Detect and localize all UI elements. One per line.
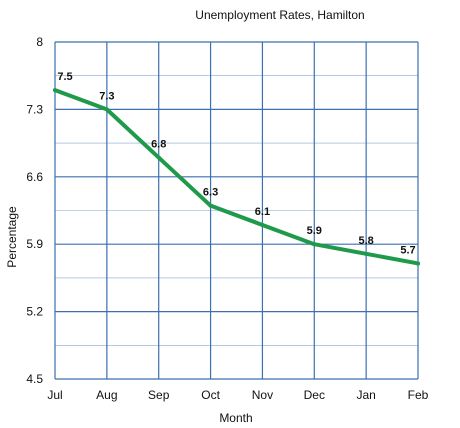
y-tick-label: 6.6	[26, 170, 43, 184]
chart-title: Unemployment Rates, Hamilton	[195, 8, 364, 22]
y-tick-label: 5.9	[26, 237, 43, 251]
x-tick-label: Aug	[96, 388, 117, 402]
y-tick-label: 8	[36, 35, 43, 49]
data-label: 6.8	[151, 139, 166, 151]
data-point	[156, 155, 161, 160]
x-tick-label: Oct	[201, 388, 220, 402]
data-label: 6.1	[255, 206, 270, 218]
y-tick-label: 7.3	[26, 102, 43, 116]
data-label: 6.3	[203, 187, 218, 199]
data-label: 5.8	[358, 235, 373, 247]
data-labels: 7.5 7.3 6.8 6.3 6.1 5.9 5.8 5.7	[57, 71, 415, 256]
data-point	[104, 107, 109, 112]
x-tick-label: Jan	[356, 388, 375, 402]
data-label: 5.7	[400, 244, 415, 256]
data-label: 5.9	[307, 225, 322, 237]
x-tick-label: Dec	[304, 388, 325, 402]
data-label: 7.3	[99, 90, 114, 102]
data-label: 7.5	[57, 71, 72, 83]
data-point	[260, 222, 265, 227]
data-point	[364, 251, 369, 256]
y-tick-labels: 4.5 5.2 5.9 6.6 7.3 8	[26, 35, 43, 386]
x-axis-label: Month	[219, 411, 252, 425]
data-point	[416, 261, 420, 266]
x-tick-label: Jul	[47, 388, 62, 402]
series-group	[53, 88, 420, 266]
series-line	[53, 88, 420, 266]
grid	[54, 41, 419, 380]
y-tick-label: 4.5	[26, 372, 43, 386]
x-tick-label: Nov	[252, 388, 273, 402]
x-tick-label: Sep	[148, 388, 170, 402]
y-axis-label: Percentage	[5, 206, 19, 268]
x-tick-labels: Jul Aug Sep Oct Nov Dec Jan Feb	[47, 388, 428, 402]
data-point	[208, 203, 213, 208]
y-tick-label: 5.2	[26, 305, 43, 319]
data-point	[312, 242, 317, 247]
x-tick-label: Feb	[408, 388, 429, 402]
data-point	[53, 88, 57, 93]
